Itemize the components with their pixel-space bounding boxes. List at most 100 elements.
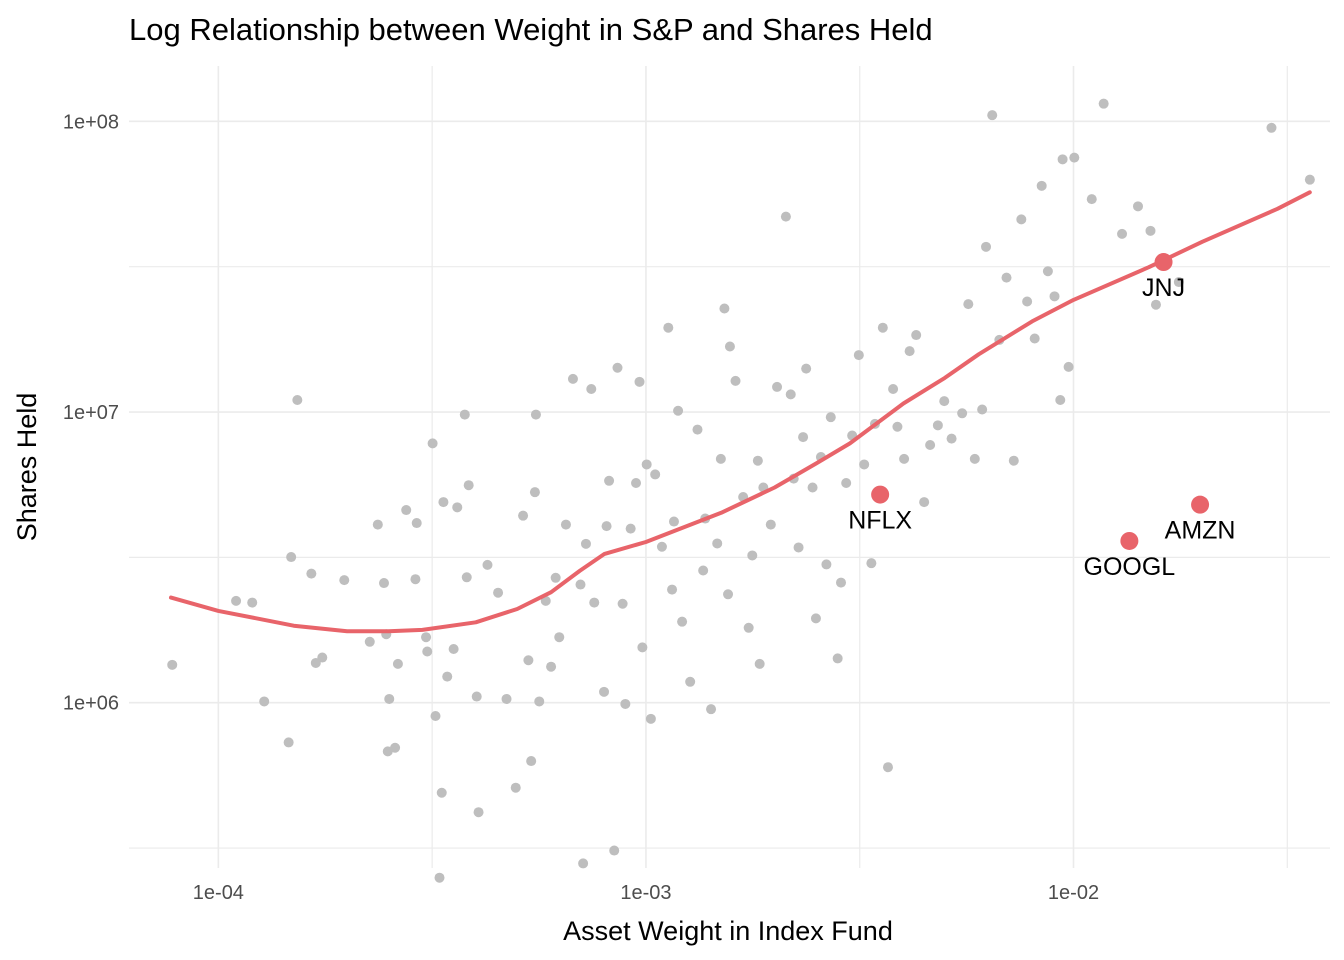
data-point [925,440,936,451]
x-axis-title: Asset Weight in Index Fund [563,916,893,946]
data-point [798,432,809,443]
data-point [641,459,652,470]
data-point [1117,228,1128,239]
data-point [620,698,631,709]
highlight-point-googl [1120,531,1139,550]
data-point [1022,296,1033,307]
data-point [461,572,472,583]
data-point [529,487,540,498]
data-point [899,453,910,464]
point-label-nflx: NFLX [848,507,912,535]
data-point [554,632,565,643]
data-point [599,686,610,697]
data-point [836,577,847,588]
data-point [1029,333,1040,344]
data-point [634,376,645,387]
data-point [567,373,578,384]
data-point [518,510,529,521]
data-point [939,396,950,407]
point-label-amzn: AMZN [1165,517,1236,545]
x-tick-label: 1e-02 [1048,882,1099,904]
y-axis-title: Shares Held [12,393,42,542]
data-point [631,477,642,488]
data-point [1001,272,1012,283]
data-point [526,756,537,767]
data-point [292,394,303,405]
data-point [888,383,899,394]
data-point [969,453,980,464]
data-point [546,661,557,672]
data-point [317,652,328,663]
data-point [1086,194,1097,205]
data-point [1132,201,1143,212]
data-point [1150,299,1161,310]
data-point [1036,180,1047,191]
data-point [392,658,403,669]
points-layer [167,98,1315,883]
grid-lines [129,66,1330,868]
data-point [471,691,482,702]
data-point [853,350,864,361]
data-point [434,872,445,883]
y-tick-label: 1e+07 [63,402,119,424]
data-point [473,807,484,818]
data-point [580,538,591,549]
data-point [427,438,438,449]
data-point [364,636,375,647]
data-point [530,409,541,420]
data-point [677,616,688,627]
data-point [339,575,350,586]
chart-title: Log Relationship between Weight in S&P a… [129,12,933,47]
data-point [754,658,765,669]
data-point [1016,214,1027,225]
data-point [578,858,589,869]
data-point [601,521,612,532]
data-point [1145,225,1156,236]
data-point [372,519,383,530]
data-point [793,542,804,553]
highlight-point-nflx [871,485,890,504]
data-point [724,341,735,352]
data-point [1063,361,1074,372]
data-point [765,519,776,530]
data-point [384,693,395,704]
highlight-point-jnj [1154,253,1173,272]
data-point [625,523,636,534]
data-point [540,595,551,606]
smooth-line-layer [169,190,1312,634]
data-point [452,502,463,513]
data-point [785,389,796,400]
data-point [743,622,754,633]
data-point [957,408,968,419]
y-tick-label: 1e+06 [63,693,119,715]
data-point [882,762,893,773]
data-point [911,330,922,341]
x-tick-label: 1e-03 [620,882,671,904]
data-point [411,518,422,529]
data-point [637,642,648,653]
y-tick-label: 1e+08 [63,111,119,133]
data-point [586,383,597,394]
data-point [422,646,433,657]
data-point [698,565,709,576]
data-point [1057,154,1068,165]
data-point [379,578,390,589]
data-point [306,568,317,579]
data-point [259,696,270,707]
data-point [692,424,703,435]
data-point [1173,277,1184,288]
data-point [866,558,877,569]
point-label-googl: GOOGL [1084,553,1176,581]
data-point [668,516,679,527]
data-point [892,421,903,432]
data-point [667,584,678,595]
data-point [645,713,656,724]
data-point [656,541,667,552]
data-point [752,455,763,466]
data-point [609,845,620,856]
data-point [825,412,836,423]
data-point [575,579,586,590]
data-point [877,322,888,333]
data-point [1304,174,1315,185]
